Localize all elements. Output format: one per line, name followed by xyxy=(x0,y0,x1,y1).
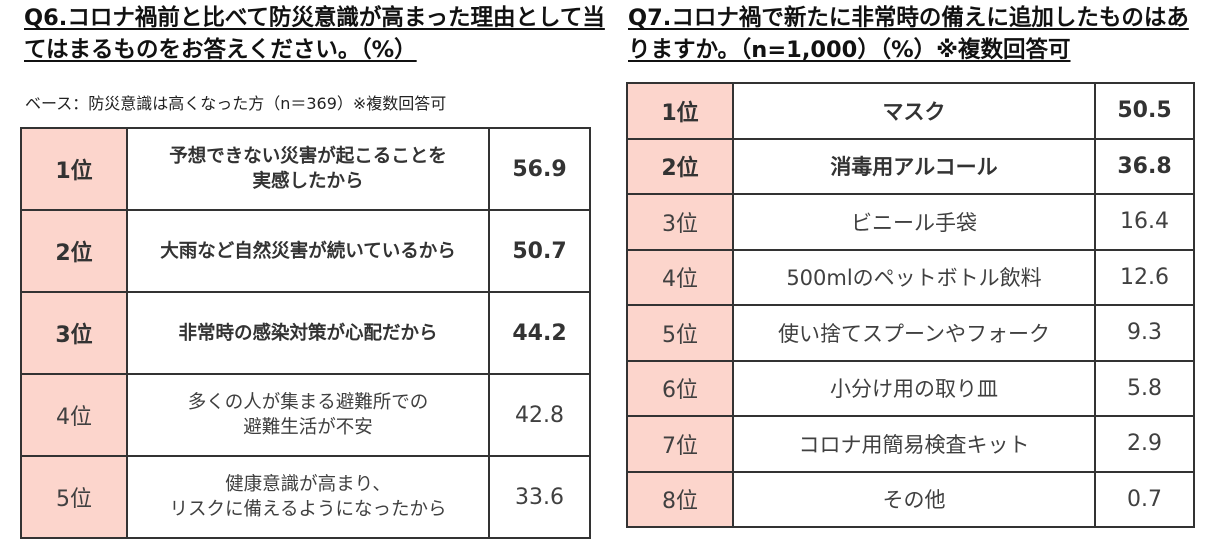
rank-cell: 1位 xyxy=(20,127,128,211)
value-cell: 56.9 xyxy=(488,127,591,211)
item-cell: 消毒用アルコール xyxy=(732,137,1096,195)
item-line: 多くの人が集まる避難所での xyxy=(187,392,429,413)
rank-cell: 2位 xyxy=(626,137,734,195)
q7-ranking-table: 1位 マスク 50.5 2位 消毒用アルコール 36.8 3位 ビニール手袋 1… xyxy=(626,82,1195,528)
item-cell: 多くの人が集まる避難所での 避難生活が不安 xyxy=(126,373,490,457)
item-cell: 健康意識が高まり、リスクに備えるようになったから xyxy=(126,455,490,539)
rank-cell: 4位 xyxy=(626,248,734,306)
rank-cell: 1位 xyxy=(626,82,734,140)
value-cell: 44.2 xyxy=(488,291,591,375)
item-cell: 使い捨てスプーンやフォーク xyxy=(732,304,1096,362)
item-cell: マスク xyxy=(732,82,1096,140)
value-cell: 2.9 xyxy=(1094,415,1195,473)
value-cell: 33.6 xyxy=(488,455,591,539)
rank-cell: 3位 xyxy=(20,291,128,375)
item-cell: 500mlのペットボトル飲料 xyxy=(732,248,1096,306)
q6-ranking-table: 1位 予想できない災害が起こることを 実感したから 56.9 2位 大雨など自然災… xyxy=(20,127,591,539)
value-cell: 50.5 xyxy=(1094,82,1195,140)
item-cell: 大雨など自然災害が続いているから xyxy=(126,209,490,293)
rank-cell: 6位 xyxy=(626,359,734,417)
q7-title: Q7.コロナ禍で新たに非常時の備えに追加したものはありますか。（n=1,000）… xyxy=(628,5,1189,63)
item-line: 大雨など自然災害が続いているから xyxy=(160,240,456,262)
table-row: 2位 大雨など自然災害が続いているから 50.7 xyxy=(20,209,591,293)
value-cell: 12.6 xyxy=(1094,248,1195,306)
item-cell: 小分け用の取り皿 xyxy=(732,359,1096,417)
q6-base-note: ベース：防災意識は高くなった方（n＝369）※複数回答可 xyxy=(25,94,447,113)
rank-cell: 8位 xyxy=(626,470,734,528)
rank-cell: 7位 xyxy=(626,415,734,473)
table-row: 2位 消毒用アルコール 36.8 xyxy=(626,137,1195,195)
item-cell: 予想できない災害が起こることを 実感したから xyxy=(126,127,490,211)
rank-cell: 2位 xyxy=(20,209,128,293)
item-cell: ビニール手袋 xyxy=(732,193,1096,251)
table-row: 4位 500mlのペットボトル飲料 12.6 xyxy=(626,248,1195,306)
table-row: 8位 その他 0.7 xyxy=(626,470,1195,528)
table-row: 3位 ビニール手袋 16.4 xyxy=(626,193,1195,251)
item-cell: その他 xyxy=(732,470,1096,528)
value-cell: 50.7 xyxy=(488,209,591,293)
rank-cell: 5位 xyxy=(626,304,734,362)
item-line: 予想できない災害が起こることを xyxy=(169,146,447,167)
item-cell: コロナ用簡易検査キット xyxy=(732,415,1096,473)
rank-cell: 5位 xyxy=(20,455,128,539)
rank-cell: 3位 xyxy=(626,193,734,251)
value-cell: 16.4 xyxy=(1094,193,1195,251)
value-cell: 0.7 xyxy=(1094,470,1195,528)
item-line: 健康意識が高まり、 xyxy=(225,474,391,495)
value-cell: 9.3 xyxy=(1094,304,1195,362)
value-cell: 36.8 xyxy=(1094,137,1195,195)
item-line: 実感したから xyxy=(252,171,364,192)
value-cell: 42.8 xyxy=(488,373,591,457)
item-line: リスクに備えるようになったから xyxy=(169,499,447,520)
q6-title: Q6.コロナ禍前と比べて防災意識が高まった理由として当てはまるものをお答えくださ… xyxy=(24,5,605,63)
table-row: 5位 使い捨てスプーンやフォーク 9.3 xyxy=(626,304,1195,362)
item-line: 非常時の感染対策が心配だから xyxy=(178,322,438,344)
item-cell: 非常時の感染対策が心配だから xyxy=(126,291,490,375)
item-line: 避難生活が不安 xyxy=(243,417,373,438)
table-row: 5位 健康意識が高まり、リスクに備えるようになったから 33.6 xyxy=(20,455,591,539)
table-row: 6位 小分け用の取り皿 5.8 xyxy=(626,359,1195,417)
rank-cell: 4位 xyxy=(20,373,128,457)
table-row: 3位 非常時の感染対策が心配だから 44.2 xyxy=(20,291,591,375)
table-row: 4位 多くの人が集まる避難所での 避難生活が不安 42.8 xyxy=(20,373,591,457)
value-cell: 5.8 xyxy=(1094,359,1195,417)
table-row: 1位 マスク 50.5 xyxy=(626,82,1195,140)
table-row: 1位 予想できない災害が起こることを 実感したから 56.9 xyxy=(20,127,591,211)
table-row: 7位 コロナ用簡易検査キット 2.9 xyxy=(626,415,1195,473)
